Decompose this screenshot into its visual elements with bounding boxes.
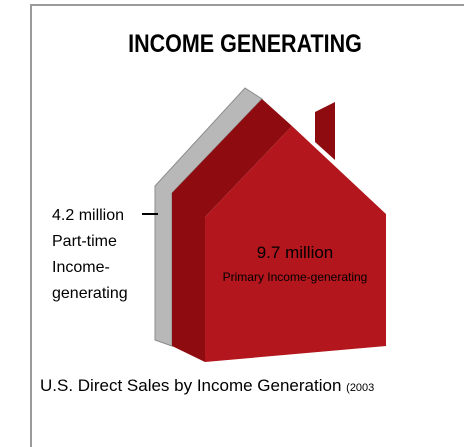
segment-label: 9.7 million Primary Income-generating [220, 243, 370, 286]
caption-note: (2003 [346, 382, 374, 394]
title: INCOME GENERATING [60, 30, 430, 59]
segment-value: 4.2 million [52, 203, 144, 229]
segment-name: Part-time Income-generating [52, 229, 144, 307]
segment-name: Primary Income-generating [220, 269, 370, 286]
infographic: INCOME GENERATING 4.2 million Part-time … [0, 0, 464, 447]
caption-text: U.S. Direct Sales by Income Generation [40, 376, 341, 395]
caption: U.S. Direct Sales by Income Generation (… [40, 376, 374, 396]
segment-label: 4.2 million Part-time Income-generating [52, 203, 144, 307]
segment-value: 9.7 million [220, 243, 370, 263]
